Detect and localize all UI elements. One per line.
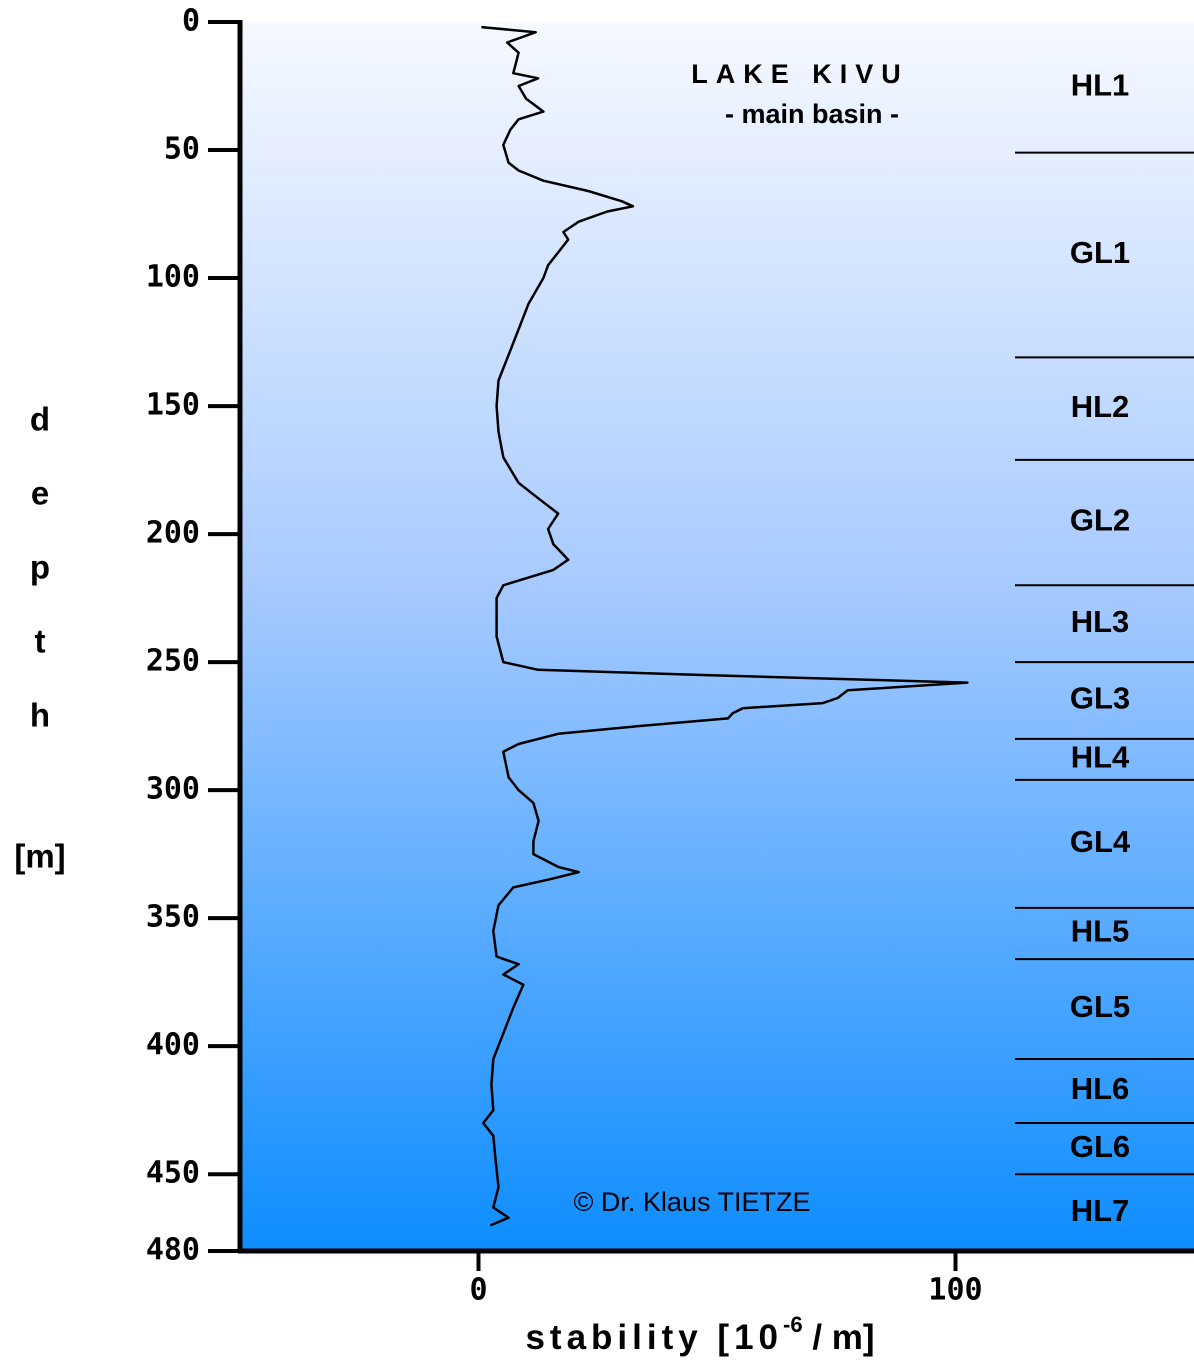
y-tick-label: 350 [146, 900, 200, 935]
layer-label: HL3 [1071, 604, 1130, 639]
y-tick-label: 480 [146, 1233, 200, 1268]
y-axis-label: h [30, 697, 50, 734]
plot-background [240, 22, 1194, 1251]
copyright: © Dr. Klaus TIETZE [574, 1187, 811, 1217]
layer-label: GL6 [1070, 1129, 1130, 1164]
y-tick-label: 250 [146, 644, 200, 679]
y-tick-label: 300 [146, 772, 200, 807]
layer-label: HL6 [1071, 1071, 1130, 1106]
x-tick-label: 100 [928, 1273, 982, 1308]
chart-title: LAKE KIVU [691, 59, 909, 89]
y-axis-label: d [30, 401, 50, 438]
layer-label: HL5 [1071, 914, 1130, 949]
y-axis-label: t [35, 623, 46, 660]
y-tick-label: 0 [182, 4, 200, 39]
layer-label: GL2 [1070, 503, 1130, 538]
stability-profile [481, 25, 969, 1227]
y-axis-label: e [31, 475, 49, 512]
y-tick-label: 400 [146, 1028, 200, 1063]
layer-label: HL2 [1071, 389, 1130, 424]
y-axis-label: p [30, 549, 50, 586]
layer-label: GL3 [1070, 681, 1130, 716]
layer-label: HL7 [1071, 1193, 1130, 1228]
x-tick-label: 0 [469, 1273, 487, 1308]
chart-subtitle: - main basin - [725, 99, 899, 129]
y-axis-label: [m] [14, 837, 65, 874]
x-axis-label-text: stability [10 [525, 1318, 783, 1357]
layer-label: HL4 [1071, 740, 1130, 775]
layer-label: GL1 [1070, 235, 1130, 270]
x-axis-label-tail: / m] [803, 1318, 875, 1357]
layer-label: GL4 [1070, 824, 1131, 859]
layer-label: GL5 [1070, 989, 1130, 1024]
y-tick-label: 200 [146, 516, 200, 551]
x-axis-label-sup: -6 [783, 1312, 803, 1337]
y-tick-label: 100 [146, 260, 200, 295]
y-tick-label: 50 [164, 132, 200, 167]
layer-label: HL1 [1071, 67, 1130, 102]
y-tick-label: 150 [146, 388, 200, 423]
x-axis-label: stability [10-6 / m] [525, 1312, 874, 1357]
y-tick-label: 450 [146, 1156, 200, 1191]
